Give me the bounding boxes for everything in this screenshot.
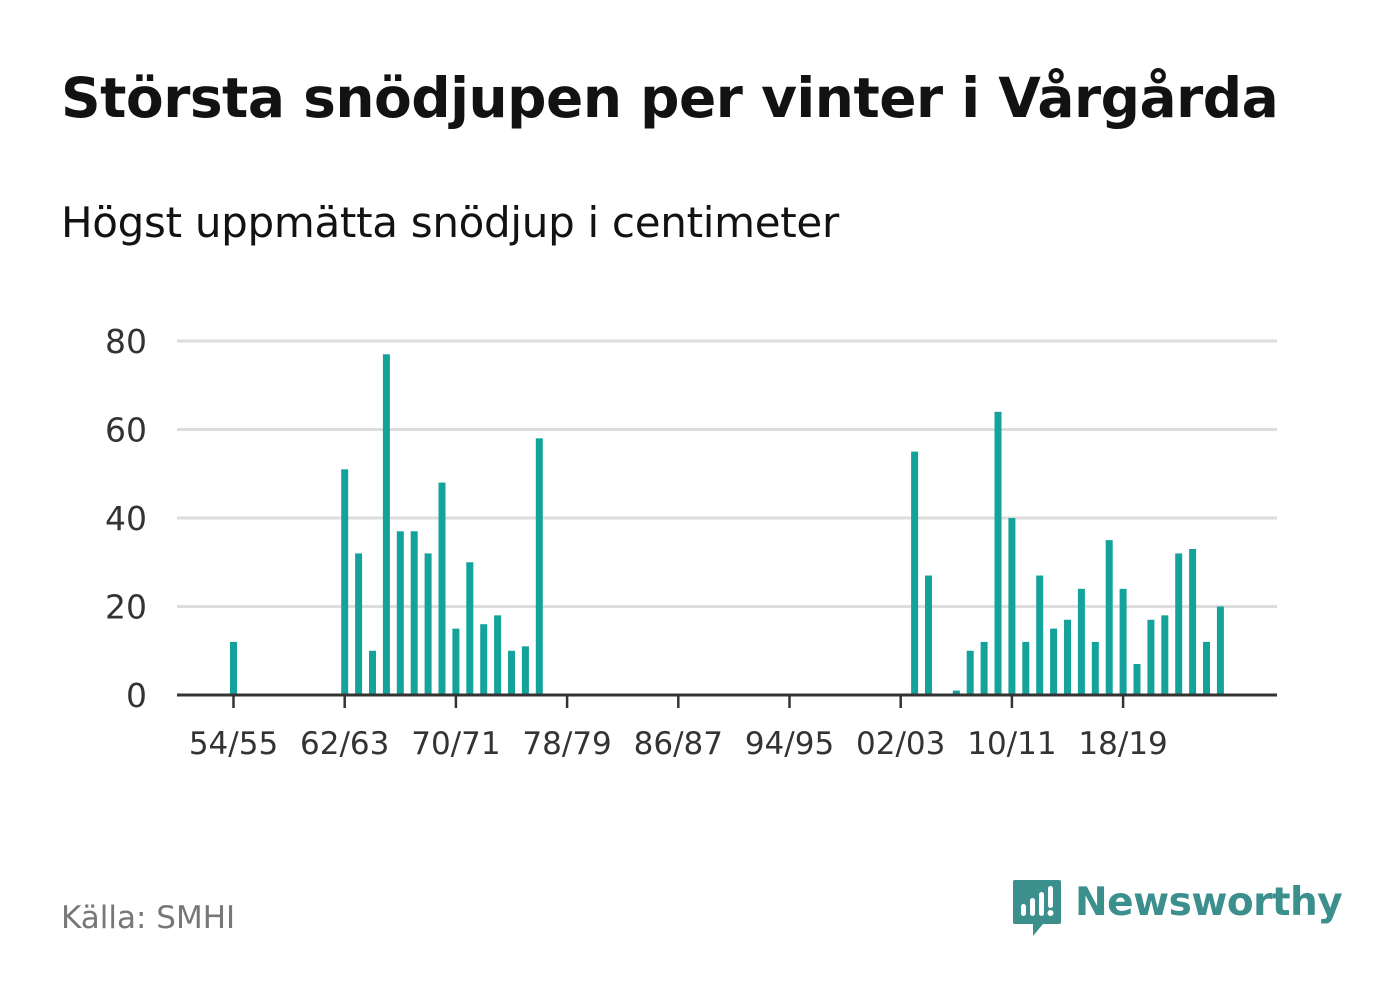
chart-subtitle: Högst uppmätta snödjup i centimeter bbox=[61, 198, 839, 247]
bar bbox=[508, 650, 515, 695]
y-tick-label: 60 bbox=[105, 411, 147, 450]
x-tick-label: 62/63 bbox=[300, 726, 389, 762]
bar bbox=[410, 531, 418, 695]
brand-name: Newsworthy bbox=[1075, 880, 1343, 925]
chart-title: Största snödjupen per vinter i Vårgårda bbox=[61, 66, 1279, 130]
newsworthy-logo-icon bbox=[1013, 880, 1061, 936]
bar bbox=[424, 553, 432, 695]
bar bbox=[1203, 641, 1210, 695]
bar bbox=[1105, 540, 1113, 695]
y-tick-label: 20 bbox=[105, 588, 147, 627]
x-tick-label: 18/19 bbox=[1078, 726, 1167, 762]
bar bbox=[341, 469, 349, 695]
bar bbox=[1022, 641, 1030, 695]
bar bbox=[925, 575, 932, 695]
bar bbox=[396, 531, 404, 695]
bar bbox=[230, 641, 237, 695]
x-tick-label: 70/71 bbox=[411, 726, 500, 762]
y-tick-label: 0 bbox=[126, 676, 147, 715]
y-tick-label: 80 bbox=[105, 322, 147, 361]
x-tick-label: 10/11 bbox=[967, 726, 1056, 762]
bar bbox=[521, 646, 529, 695]
bar bbox=[438, 482, 446, 695]
bar bbox=[466, 562, 474, 695]
x-tick-label: 86/87 bbox=[634, 726, 723, 762]
bar bbox=[452, 628, 460, 695]
bar bbox=[1119, 588, 1127, 695]
bar bbox=[1077, 588, 1085, 695]
bar bbox=[1133, 664, 1141, 695]
bar bbox=[1091, 641, 1099, 695]
bar bbox=[382, 354, 390, 695]
bar bbox=[1161, 615, 1169, 695]
bar bbox=[480, 624, 488, 695]
bar bbox=[1064, 619, 1071, 695]
bar bbox=[1050, 628, 1058, 695]
bar bbox=[355, 553, 363, 695]
bar bbox=[911, 451, 919, 695]
bar bbox=[1216, 606, 1224, 695]
bar bbox=[1036, 575, 1044, 695]
y-tick-label: 40 bbox=[105, 499, 147, 538]
bar bbox=[1175, 553, 1183, 695]
x-tick-label: 94/95 bbox=[745, 726, 834, 762]
bar bbox=[952, 690, 960, 695]
bar bbox=[980, 641, 988, 695]
bar bbox=[966, 650, 974, 695]
bar bbox=[369, 650, 376, 695]
x-tick-label: 78/79 bbox=[522, 726, 611, 762]
x-tick-label: 54/55 bbox=[189, 726, 278, 762]
bar bbox=[994, 411, 1002, 695]
bar bbox=[535, 438, 543, 695]
bar bbox=[494, 615, 502, 695]
brand-logo[interactable]: Newsworthy bbox=[1011, 878, 1343, 938]
bar bbox=[1008, 518, 1016, 695]
x-tick-label: 02/03 bbox=[856, 726, 945, 762]
bar bbox=[1147, 619, 1155, 695]
source-note: Källa: SMHI bbox=[61, 900, 236, 936]
bar bbox=[1189, 548, 1197, 695]
